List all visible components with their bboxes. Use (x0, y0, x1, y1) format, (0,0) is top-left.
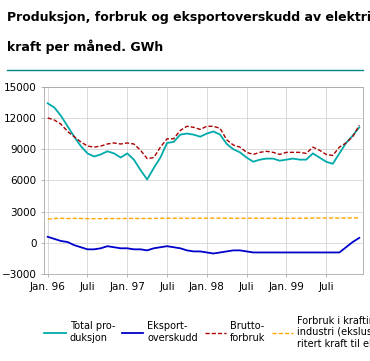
Text: Produksjon, forbruk og eksportoverskudd av elektrisk: Produksjon, forbruk og eksportoverskudd … (7, 11, 370, 24)
Text: kraft per måned. GWh: kraft per måned. GWh (7, 40, 164, 54)
Legend: Total pro-
duksjon, Eksport-
overskudd, Brutto-
forbruk, Forbruk i kraftintensiv: Total pro- duksjon, Eksport- overskudd, … (44, 316, 370, 349)
